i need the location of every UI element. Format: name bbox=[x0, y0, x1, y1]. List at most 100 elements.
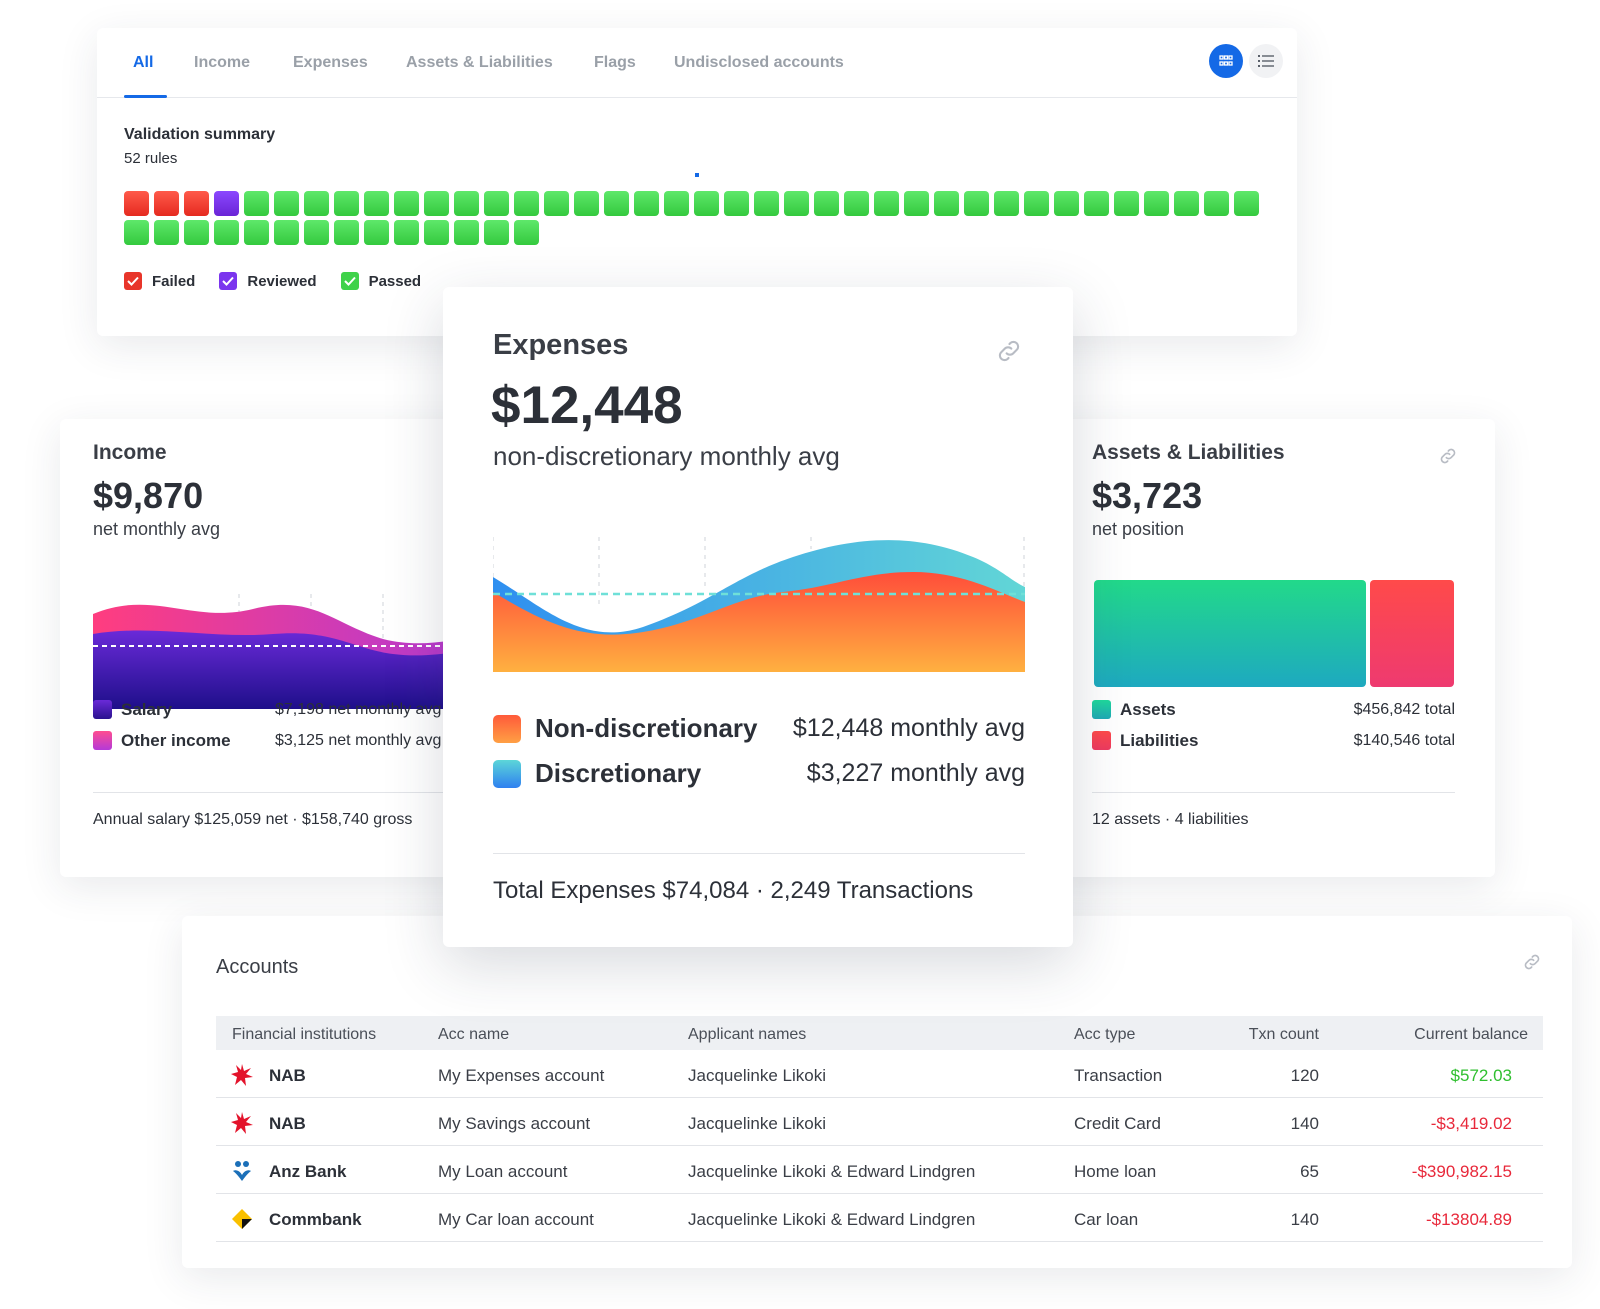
txn-count: 120 bbox=[1290, 1066, 1319, 1085]
legend-passed-label: Passed bbox=[368, 272, 422, 290]
rule-passed[interactable] bbox=[304, 191, 329, 216]
assets-subtitle: net position bbox=[1092, 519, 1185, 539]
grid-view-button[interactable] bbox=[1209, 44, 1243, 78]
rule-passed[interactable] bbox=[304, 220, 329, 245]
rule-passed[interactable] bbox=[244, 191, 269, 216]
legend-reviewed[interactable]: Reviewed bbox=[219, 272, 317, 290]
income-footer: Annual salary $125,059 net · $158,740 gr… bbox=[93, 811, 413, 828]
rule-passed[interactable] bbox=[484, 220, 509, 245]
tab-flags[interactable]: Flags bbox=[594, 54, 636, 71]
tab-all[interactable]: All bbox=[133, 54, 154, 71]
col-acc-name[interactable]: Acc name bbox=[438, 1026, 510, 1043]
applicant-names: Jacquelinke Likoki bbox=[688, 1066, 826, 1085]
table-row[interactable]: NAB My Savings account Jacquelinke Likok… bbox=[216, 1098, 1543, 1146]
acc-name: My Expenses account bbox=[438, 1066, 605, 1085]
assets-swatch bbox=[1092, 700, 1111, 719]
active-tab-indicator bbox=[124, 95, 167, 98]
rule-passed[interactable] bbox=[214, 220, 239, 245]
rule-passed[interactable] bbox=[604, 191, 629, 216]
rule-passed[interactable] bbox=[964, 191, 989, 216]
rule-passed[interactable] bbox=[154, 220, 179, 245]
rule-passed[interactable] bbox=[1054, 191, 1079, 216]
expenses-subtitle: non-discretionary monthly avg bbox=[493, 441, 840, 471]
acc-type: Home loan bbox=[1074, 1162, 1157, 1181]
col-txn-count[interactable]: Txn count bbox=[1248, 1026, 1319, 1043]
rule-failed[interactable] bbox=[184, 191, 209, 216]
rule-passed[interactable] bbox=[1204, 191, 1229, 216]
rule-passed[interactable] bbox=[364, 220, 389, 245]
rule-passed[interactable] bbox=[934, 191, 959, 216]
tab-undisclosed-accounts[interactable]: Undisclosed accounts bbox=[674, 54, 844, 71]
validation-card: All Income Expenses Assets & Liabilities… bbox=[97, 28, 1297, 336]
rule-reviewed[interactable] bbox=[214, 191, 239, 216]
col-current-balance[interactable]: Current balance bbox=[1414, 1026, 1528, 1043]
rule-passed[interactable] bbox=[1174, 191, 1199, 216]
income-area-chart bbox=[93, 594, 493, 709]
non-discretionary-value: $12,448 monthly avg bbox=[792, 714, 1025, 742]
table-row[interactable]: Commbank My Car loan account Jacquelinke… bbox=[216, 1194, 1543, 1242]
rule-passed[interactable] bbox=[1114, 191, 1139, 216]
liabilities-label: Liabilities bbox=[1120, 731, 1199, 750]
rule-passed[interactable] bbox=[574, 191, 599, 216]
rule-passed[interactable] bbox=[244, 220, 269, 245]
rule-passed[interactable] bbox=[664, 191, 689, 216]
anz-people-icon bbox=[233, 1161, 251, 1181]
rule-passed[interactable] bbox=[1084, 191, 1109, 216]
bank-name: NAB bbox=[269, 1114, 306, 1133]
tab-assets-liabilities[interactable]: Assets & Liabilities bbox=[406, 54, 553, 71]
rule-passed[interactable] bbox=[364, 191, 389, 216]
non-discretionary-area bbox=[493, 572, 1025, 672]
link-icon[interactable] bbox=[1438, 446, 1458, 466]
col-acc-type[interactable]: Acc type bbox=[1074, 1026, 1136, 1043]
rule-passed[interactable] bbox=[514, 191, 539, 216]
rule-failed[interactable] bbox=[154, 191, 179, 216]
rule-passed[interactable] bbox=[904, 191, 929, 216]
rule-passed[interactable] bbox=[844, 191, 869, 216]
rule-passed[interactable] bbox=[514, 220, 539, 245]
link-icon[interactable] bbox=[995, 337, 1023, 365]
rule-passed[interactable] bbox=[814, 191, 839, 216]
rule-passed[interactable] bbox=[1144, 191, 1169, 216]
rule-passed[interactable] bbox=[754, 191, 779, 216]
assets-liabilities-card[interactable]: Assets & Liabilities $3,723 net position… bbox=[1045, 419, 1495, 877]
legend-failed[interactable]: Failed bbox=[124, 272, 195, 290]
rule-passed[interactable] bbox=[184, 220, 209, 245]
link-icon[interactable] bbox=[1522, 952, 1542, 972]
rule-passed[interactable] bbox=[334, 191, 359, 216]
col-financial-institutions[interactable]: Financial institutions bbox=[232, 1026, 377, 1043]
rule-passed[interactable] bbox=[424, 220, 449, 245]
rule-passed[interactable] bbox=[994, 191, 1019, 216]
rule-passed[interactable] bbox=[274, 220, 299, 245]
rule-passed[interactable] bbox=[484, 191, 509, 216]
rule-passed[interactable] bbox=[454, 191, 479, 216]
table-row[interactable]: NAB My Expenses account Jacquelinke Liko… bbox=[216, 1050, 1543, 1098]
salary-label: Salary bbox=[121, 700, 173, 719]
col-applicant-names[interactable]: Applicant names bbox=[688, 1026, 807, 1043]
expenses-card[interactable]: Expenses $12,448 non-discretionary month… bbox=[443, 287, 1073, 947]
rule-passed[interactable] bbox=[424, 191, 449, 216]
tab-income[interactable]: Income bbox=[194, 54, 251, 71]
rule-failed[interactable] bbox=[124, 191, 149, 216]
rule-passed[interactable] bbox=[1024, 191, 1049, 216]
rule-passed[interactable] bbox=[1234, 191, 1259, 216]
table-row[interactable]: Anz Bank My Loan account Jacquelinke Lik… bbox=[216, 1146, 1543, 1194]
expenses-footer: Total Expenses $74,084 · 2,249 Transacti… bbox=[493, 877, 974, 904]
list-view-button[interactable] bbox=[1249, 44, 1283, 78]
rule-passed[interactable] bbox=[274, 191, 299, 216]
rule-passed[interactable] bbox=[454, 220, 479, 245]
rule-passed[interactable] bbox=[394, 191, 419, 216]
rule-passed[interactable] bbox=[784, 191, 809, 216]
rule-passed[interactable] bbox=[874, 191, 899, 216]
rule-passed[interactable] bbox=[694, 191, 719, 216]
rule-passed[interactable] bbox=[334, 220, 359, 245]
bank-name: Commbank bbox=[269, 1210, 362, 1229]
rule-passed[interactable] bbox=[634, 191, 659, 216]
tab-expenses[interactable]: Expenses bbox=[293, 54, 368, 71]
rule-passed[interactable] bbox=[724, 191, 749, 216]
rule-passed[interactable] bbox=[544, 191, 569, 216]
accounts-table-header: Financial institutions Acc name Applican… bbox=[216, 1016, 1543, 1050]
rule-passed[interactable] bbox=[394, 220, 419, 245]
legend-passed[interactable]: Passed bbox=[340, 272, 422, 290]
rule-passed[interactable] bbox=[124, 220, 149, 245]
nab-star-icon bbox=[231, 1112, 253, 1134]
